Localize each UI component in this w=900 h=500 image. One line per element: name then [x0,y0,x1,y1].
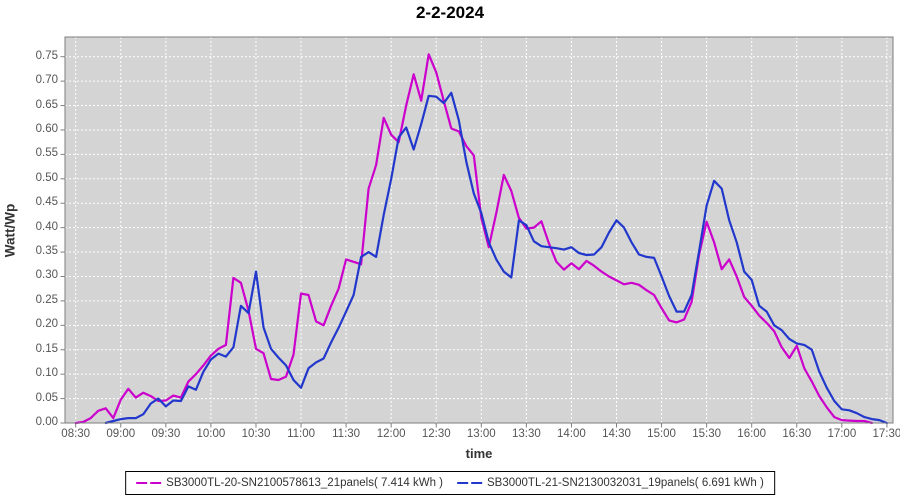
legend: SB3000TL-20-SN2100578613_21panels( 7.414… [125,471,775,495]
x-tick-label: 13:30 [511,428,541,440]
y-tick-label: 0.70 [35,74,58,87]
x-tick-label: 14:30 [602,428,631,440]
x-tick-label: 16:30 [782,428,812,440]
y-tick-label: 0.40 [35,220,58,233]
y-tick-label: 0.55 [35,147,58,160]
y-tick-label: 0.75 [35,49,58,62]
x-tick-label: 11:30 [332,428,361,440]
y-tick-label: 0.00 [35,416,58,428]
x-tick-label: 17:30 [872,428,900,440]
x-tick-label: 15:00 [647,428,676,440]
y-tick-label: 0.30 [35,269,58,282]
y-tick-label: 0.10 [35,367,58,380]
x-tick-label: 09:00 [106,428,136,440]
x-tick-label: 15:30 [692,428,722,440]
x-tick-label: 14:00 [557,428,586,440]
series-1-line [74,53,874,425]
x-tick-label: 11:00 [287,428,315,440]
x-tick-label: 13:00 [466,428,496,440]
x-tick-label: 12:00 [376,428,406,440]
y-tick-label: 0.05 [35,391,58,404]
legend-item-series1: SB3000TL-20-SN2100578613_21panels( 7.414… [136,477,443,489]
legend-item-series2: SB3000TL-21-SN2130032031_19panels( 6.691… [457,477,764,489]
x-tick-label: 10:00 [196,428,226,440]
series2-line-sample-icon [457,482,482,484]
x-tick-label: 12:30 [421,428,451,440]
legend-label-series2: SB3000TL-21-SN2130032031_19panels( 6.691… [487,477,764,489]
legend-label-series1: SB3000TL-20-SN2100578613_21panels( 7.414… [166,477,443,489]
series1-line-sample-icon [136,482,162,484]
y-tick-label: 0.50 [35,171,58,184]
x-axis-label: time [465,446,493,461]
x-tick-label: 10:30 [241,428,271,440]
x-tick-label: 17:00 [827,428,857,440]
x-tick-label: 09:30 [151,428,181,440]
series-2-line [104,91,889,425]
y-tick-label: 0.45 [35,196,58,209]
y-tick-label: 0.65 [35,98,58,111]
y-tick-label: 0.35 [35,245,58,258]
plot-border [64,36,894,424]
x-tick-label: 16:00 [737,428,767,440]
y-tick-label: 0.20 [35,318,58,331]
y-tick-label: 0.15 [35,342,58,355]
plot-area [65,37,893,423]
y-tick-label: 0.60 [35,122,58,135]
chart-title: 2-2-2024 [415,3,485,22]
x-tick-label: 08:30 [61,428,91,440]
y-tick-label: 0.25 [35,293,58,306]
